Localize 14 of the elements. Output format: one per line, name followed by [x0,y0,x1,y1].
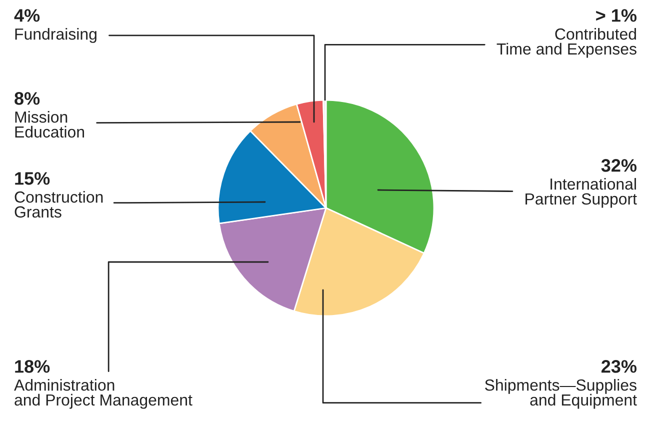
slice-label: Administration and Project Management [14,379,192,409]
data-label: 18% [15,360,50,373]
data-label: 23% [601,360,637,373]
slice-label: Contributed Time and Expenses [496,28,636,58]
slice-label: Mission Education [15,111,84,138]
data-label: > 1% [596,9,637,22]
data-label: 32% [601,159,637,172]
data-label: 15% [15,172,50,185]
data-label: 4% [14,9,40,22]
slice-label: International Partner Support [526,178,637,208]
slice-label: Fundraising [15,28,96,43]
slice-label: Shipments—Supplies and Equipment [485,379,637,409]
data-label: 8% [14,92,40,105]
slice-label: Construction Grants [14,191,103,218]
